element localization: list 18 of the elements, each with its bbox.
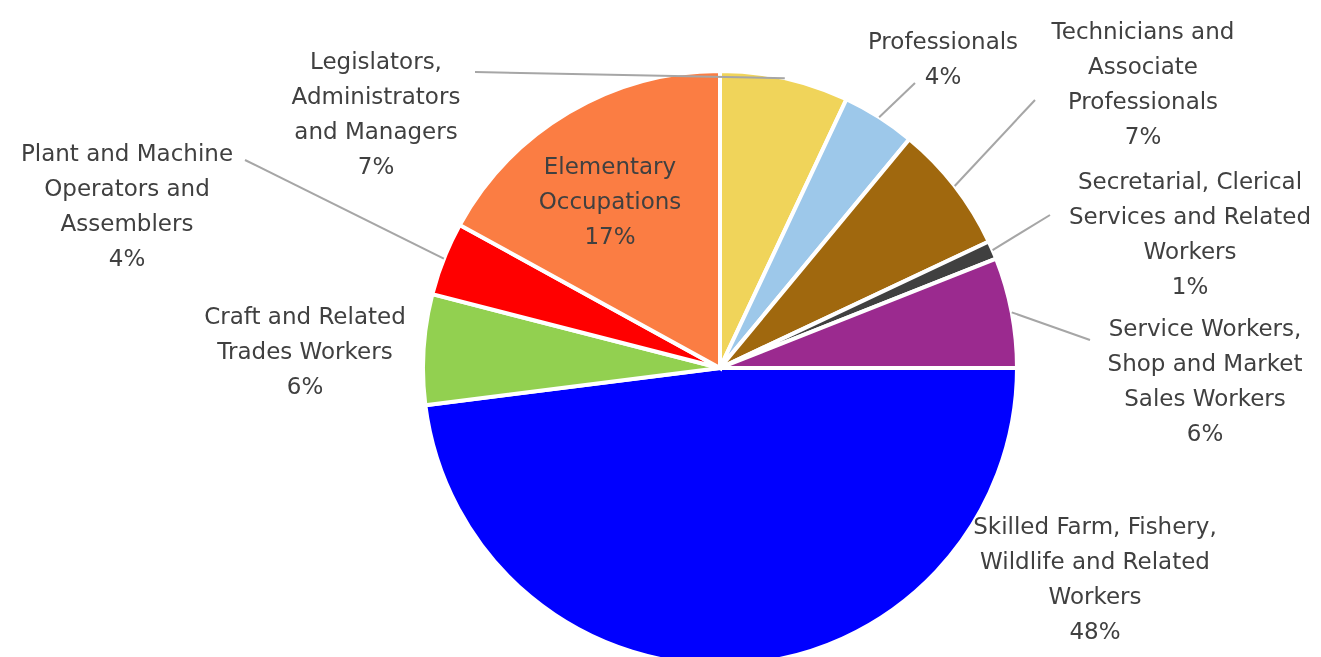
data-label: 7% — [1124, 123, 1162, 149]
slice-label: Professionals — [867, 28, 1019, 54]
slice-label: Technicians and Associate Professionals — [1050, 18, 1235, 114]
data-label: 4% — [108, 245, 146, 271]
slice-label: Plant and Machine Operators and Assemblers — [20, 140, 234, 236]
data-label: 17% — [584, 223, 636, 249]
slice-label: Legislators, Administrators and Managers — [291, 48, 461, 144]
slice-label: Service Workers, Shop and Market Sales Workers — [1107, 315, 1303, 411]
data-label: 48% — [1069, 618, 1121, 644]
data-label: 1% — [1171, 273, 1209, 299]
data-label: 4% — [924, 63, 962, 89]
slice-label: Craft and Related Trades Workers — [204, 303, 406, 364]
data-label: 7% — [357, 153, 395, 179]
data-label: 6% — [1186, 420, 1224, 446]
slice-label: Elementary Occupations — [538, 153, 682, 214]
data-label: 6% — [286, 373, 324, 399]
slice-label: Secretarial, Clerical Services and Related Workers — [1068, 168, 1312, 264]
slice-label: Skilled Farm, Fishery, Wildlife and Related Workers — [973, 513, 1217, 609]
